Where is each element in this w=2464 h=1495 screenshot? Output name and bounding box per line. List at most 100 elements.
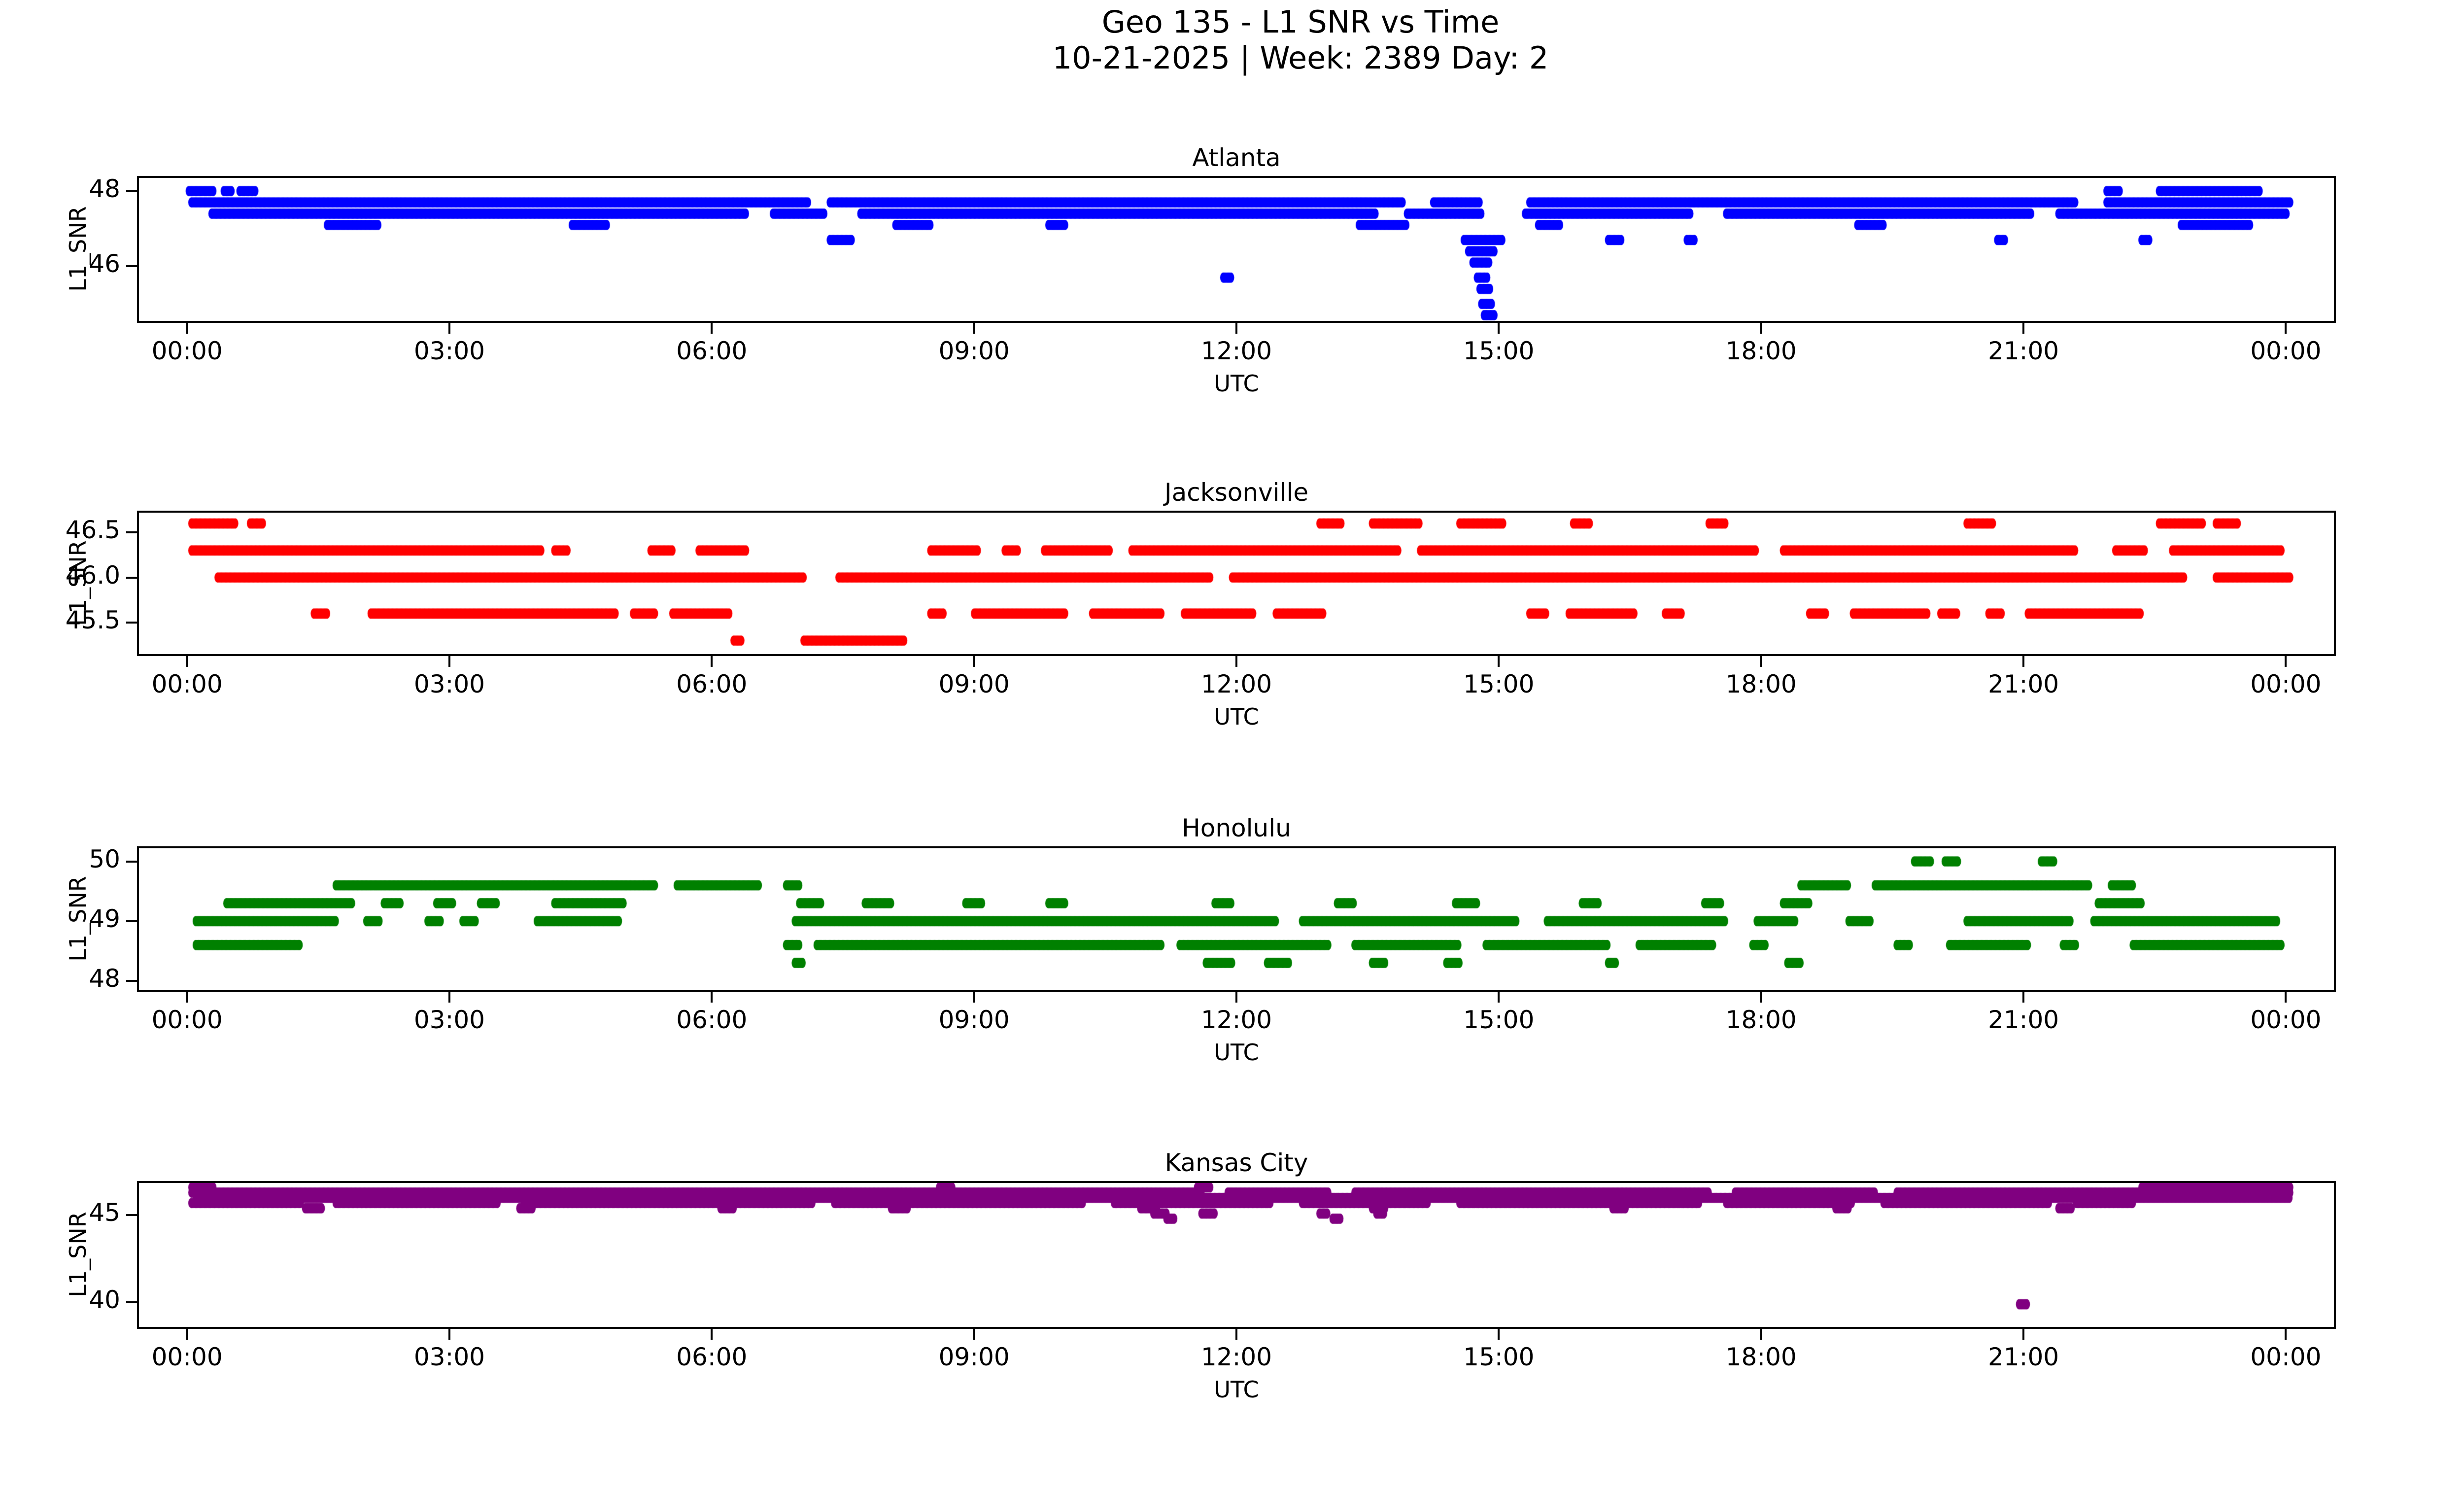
y-axis-label: L1_SNR bbox=[65, 875, 91, 962]
x-axis-label: UTC bbox=[1214, 370, 1259, 397]
x-tick-label: 15:00 bbox=[1463, 1343, 1535, 1371]
y-axis-label: L1_SNR bbox=[65, 540, 91, 626]
x-tick-mark bbox=[1760, 323, 1762, 334]
subplot-title: Atlanta bbox=[1192, 143, 1281, 172]
y-tick-mark bbox=[126, 531, 137, 534]
y-tick-label: 48 bbox=[89, 964, 120, 993]
x-tick-label: 06:00 bbox=[676, 670, 748, 698]
y-tick-mark bbox=[126, 1214, 137, 1217]
y-tick-mark bbox=[126, 1301, 137, 1304]
y-tick-mark bbox=[126, 622, 137, 624]
x-tick-label: 12:00 bbox=[1200, 1343, 1272, 1371]
plot-area bbox=[137, 846, 2336, 992]
subplot-title: Kansas City bbox=[1164, 1148, 1308, 1177]
y-tick-label: 46.5 bbox=[65, 516, 120, 545]
subplot-title: Honolulu bbox=[1182, 814, 1291, 842]
x-tick-mark bbox=[973, 323, 975, 334]
y-tick-label: 48 bbox=[89, 174, 120, 203]
x-tick-mark bbox=[2285, 992, 2287, 1003]
x-tick-label: 18:00 bbox=[1725, 1006, 1797, 1034]
x-tick-mark bbox=[448, 323, 450, 334]
x-tick-label: 00:00 bbox=[151, 1343, 223, 1371]
y-tick-label: 45 bbox=[89, 1198, 120, 1227]
plot-area bbox=[137, 1181, 2336, 1329]
subplot-atlanta: Atlanta 46 48 00:00 03:00 06:00 09:00 12:00 15:0… bbox=[65, 143, 2336, 397]
x-tick-label: 00:00 bbox=[2250, 337, 2322, 365]
x-tick-mark bbox=[448, 656, 450, 667]
x-tick-mark bbox=[1760, 992, 1762, 1003]
x-tick-label: 21:00 bbox=[1988, 337, 2059, 365]
x-tick-mark bbox=[711, 992, 713, 1003]
x-tick-label: 12:00 bbox=[1200, 337, 1272, 365]
x-tick-mark bbox=[2285, 1329, 2287, 1340]
x-tick-mark bbox=[2022, 323, 2025, 334]
x-tick-mark bbox=[2285, 656, 2287, 667]
x-tick-mark bbox=[1498, 992, 1500, 1003]
x-tick-label: 18:00 bbox=[1725, 1343, 1797, 1371]
subplot-honolulu: Honolulu 48 49 50 00:00 03:00 06:00 09:00 12:00 1… bbox=[65, 814, 2336, 1066]
y-tick-label: 45.5 bbox=[65, 606, 120, 635]
x-tick-label: 06:00 bbox=[676, 337, 748, 365]
x-tick-mark bbox=[1235, 992, 1237, 1003]
x-axis-label: UTC bbox=[1214, 703, 1259, 730]
x-tick-label: 06:00 bbox=[676, 1006, 748, 1034]
x-tick-label: 00:00 bbox=[2250, 1006, 2322, 1034]
y-tick-mark bbox=[126, 265, 137, 268]
x-tick-mark bbox=[448, 992, 450, 1003]
x-tick-label: 09:00 bbox=[938, 1343, 1010, 1371]
x-tick-mark bbox=[1235, 656, 1237, 667]
x-tick-label: 03:00 bbox=[413, 1343, 485, 1371]
x-tick-label: 00:00 bbox=[151, 1006, 223, 1034]
x-tick-mark bbox=[2022, 992, 2025, 1003]
plot-area bbox=[137, 176, 2336, 323]
y-tick-label: 50 bbox=[89, 844, 120, 873]
x-tick-mark bbox=[1498, 1329, 1500, 1340]
x-tick-label: 15:00 bbox=[1463, 1006, 1535, 1034]
x-tick-label: 09:00 bbox=[938, 670, 1010, 698]
x-tick-label: 06:00 bbox=[676, 1343, 748, 1371]
y-tick-mark bbox=[126, 920, 137, 922]
x-tick-mark bbox=[2022, 1329, 2025, 1340]
x-tick-mark bbox=[186, 323, 188, 334]
x-tick-mark bbox=[448, 1329, 450, 1340]
subplot-kansas-city: Kansas City 40 45 00:00 03:00 06:00 09:00 12:00… bbox=[65, 1148, 2336, 1403]
y-tick-mark bbox=[126, 190, 137, 192]
x-tick-label: 21:00 bbox=[1988, 1006, 2059, 1034]
x-tick-label: 00:00 bbox=[151, 670, 223, 698]
x-tick-label: 18:00 bbox=[1725, 670, 1797, 698]
subplot-title: Jacksonville bbox=[1164, 478, 1309, 507]
x-tick-label: 00:00 bbox=[151, 337, 223, 365]
y-tick-mark bbox=[126, 860, 137, 863]
x-tick-label: 12:00 bbox=[1200, 1006, 1272, 1034]
y-tick-mark bbox=[126, 979, 137, 982]
x-tick-label: 00:00 bbox=[2250, 1343, 2322, 1371]
y-axis-label: L1_SNR bbox=[65, 1212, 91, 1297]
x-tick-label: 03:00 bbox=[413, 1006, 485, 1034]
x-tick-label: 00:00 bbox=[2250, 670, 2322, 698]
x-axis-label: UTC bbox=[1214, 1376, 1259, 1403]
x-tick-mark bbox=[1235, 323, 1237, 334]
x-tick-mark bbox=[2022, 656, 2025, 667]
x-tick-mark bbox=[186, 1329, 188, 1340]
figure-suptitle: Geo 135 - L1 SNR vs Time 10-21-2025 | We… bbox=[1052, 4, 1549, 76]
x-tick-mark bbox=[2285, 323, 2287, 334]
x-tick-label: 15:00 bbox=[1463, 670, 1535, 698]
y-tick-mark bbox=[126, 576, 137, 579]
x-tick-mark bbox=[973, 992, 975, 1003]
scatter-canvas bbox=[139, 1183, 2334, 1327]
y-axis-label: L1_SNR bbox=[65, 206, 91, 292]
x-tick-label: 03:00 bbox=[413, 337, 485, 365]
subplot-jacksonville: Jacksonville 45.5 46.0 46.5 00:00 03:00 06:00 0… bbox=[65, 478, 2336, 730]
y-tick-label: 49 bbox=[89, 904, 120, 933]
x-tick-label: 18:00 bbox=[1725, 337, 1797, 365]
x-tick-mark bbox=[1498, 323, 1500, 334]
x-axis-label: UTC bbox=[1214, 1039, 1259, 1066]
x-tick-label: 09:00 bbox=[938, 337, 1010, 365]
x-tick-mark bbox=[973, 656, 975, 667]
x-tick-mark bbox=[1760, 656, 1762, 667]
x-tick-mark bbox=[711, 656, 713, 667]
x-tick-mark bbox=[1235, 1329, 1237, 1340]
x-tick-mark bbox=[186, 656, 188, 667]
y-tick-label: 40 bbox=[89, 1286, 120, 1315]
